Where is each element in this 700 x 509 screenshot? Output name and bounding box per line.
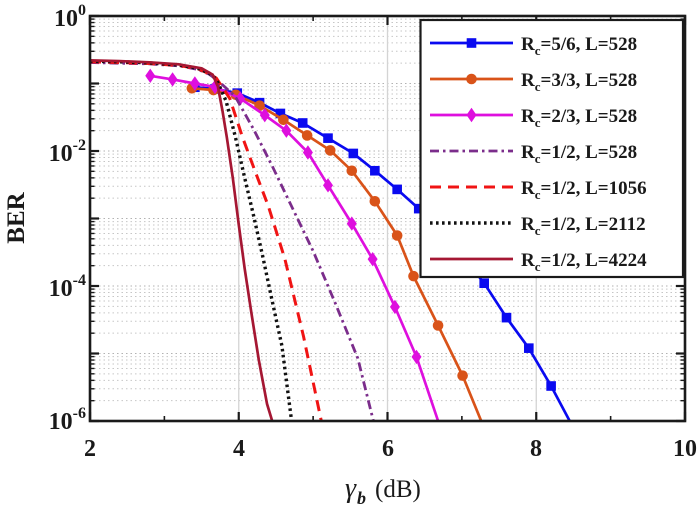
series-marker-0 bbox=[546, 381, 556, 391]
legend-sample-marker-1 bbox=[466, 73, 477, 85]
y-tick-label-1e-4: 10-4 bbox=[49, 272, 86, 302]
x-tick-label-10: 10 bbox=[673, 436, 697, 462]
y-axis-title: BER bbox=[3, 191, 30, 243]
x-tick-label-6: 6 bbox=[382, 436, 394, 462]
legend-label-5: Rc=1/2, L=2112 bbox=[521, 214, 646, 238]
x-tick-label-2: 2 bbox=[84, 436, 96, 462]
legend-sample-marker-2 bbox=[466, 107, 477, 123]
series-marker-0 bbox=[275, 108, 286, 119]
legend-box bbox=[419, 18, 685, 279]
series-marker-0 bbox=[501, 312, 512, 323]
series-line-6 bbox=[89, 59, 274, 422]
legend-label-3: Rc=1/2, L=528 bbox=[521, 142, 637, 166]
series-marker-2 bbox=[281, 123, 292, 138]
series-marker-1 bbox=[432, 320, 444, 331]
x-tick-label-8: 8 bbox=[530, 436, 542, 462]
series-line-3 bbox=[89, 61, 375, 422]
series-marker-2 bbox=[411, 349, 422, 365]
x-tick-label-4: 4 bbox=[233, 436, 245, 462]
series-marker-0 bbox=[370, 165, 380, 176]
gamma-subscript: b bbox=[357, 488, 366, 508]
series-marker-0 bbox=[413, 203, 424, 214]
series-marker-1 bbox=[324, 145, 336, 156]
gamma-symbol: γ bbox=[345, 473, 357, 504]
y-tick-label-1e-6: 10-6 bbox=[49, 405, 86, 435]
series-marker-2 bbox=[145, 68, 156, 84]
series-marker-2 bbox=[346, 216, 357, 231]
series-marker-0 bbox=[297, 118, 308, 128]
x-axis-title: γb (dB) bbox=[345, 473, 421, 508]
series-marker-0 bbox=[348, 148, 359, 159]
series-marker-2 bbox=[323, 178, 333, 193]
y-tick-label-1e0: 100 bbox=[54, 2, 86, 32]
legend-label-6: Rc=1/2, L=4224 bbox=[521, 250, 647, 274]
series-marker-0 bbox=[524, 343, 534, 353]
x-axis-unit: (dB) bbox=[375, 476, 421, 503]
series-marker-0 bbox=[479, 278, 489, 289]
series-marker-2 bbox=[389, 299, 400, 315]
series-marker-1 bbox=[408, 270, 419, 282]
series-marker-1 bbox=[369, 195, 381, 207]
series-marker-2 bbox=[367, 251, 378, 267]
series-marker-0 bbox=[323, 133, 333, 143]
series-marker-2 bbox=[189, 76, 200, 91]
plot-border bbox=[88, 14, 687, 423]
series-marker-2 bbox=[167, 72, 178, 87]
legend-label-1: Rc=3/3, L=528 bbox=[521, 70, 637, 94]
series-marker-1 bbox=[346, 165, 358, 177]
series-marker-1 bbox=[457, 370, 468, 381]
y-tick-label-1e-2: 10-2 bbox=[49, 137, 86, 167]
series-marker-1 bbox=[391, 230, 403, 241]
legend-label-0: Rc=5/6, L=528 bbox=[521, 34, 637, 58]
legend-label-2: Rc=2/3, L=528 bbox=[521, 106, 637, 130]
series-marker-1 bbox=[278, 114, 289, 126]
series-marker-2 bbox=[302, 145, 313, 160]
legend-label-4: Rc=1/2, L=1056 bbox=[521, 178, 647, 202]
legend-sample-marker-0 bbox=[466, 38, 477, 48]
series-marker-1 bbox=[301, 130, 313, 141]
series-line-5 bbox=[89, 59, 294, 422]
series-marker-0 bbox=[392, 184, 402, 195]
series-marker-2 bbox=[259, 107, 270, 123]
